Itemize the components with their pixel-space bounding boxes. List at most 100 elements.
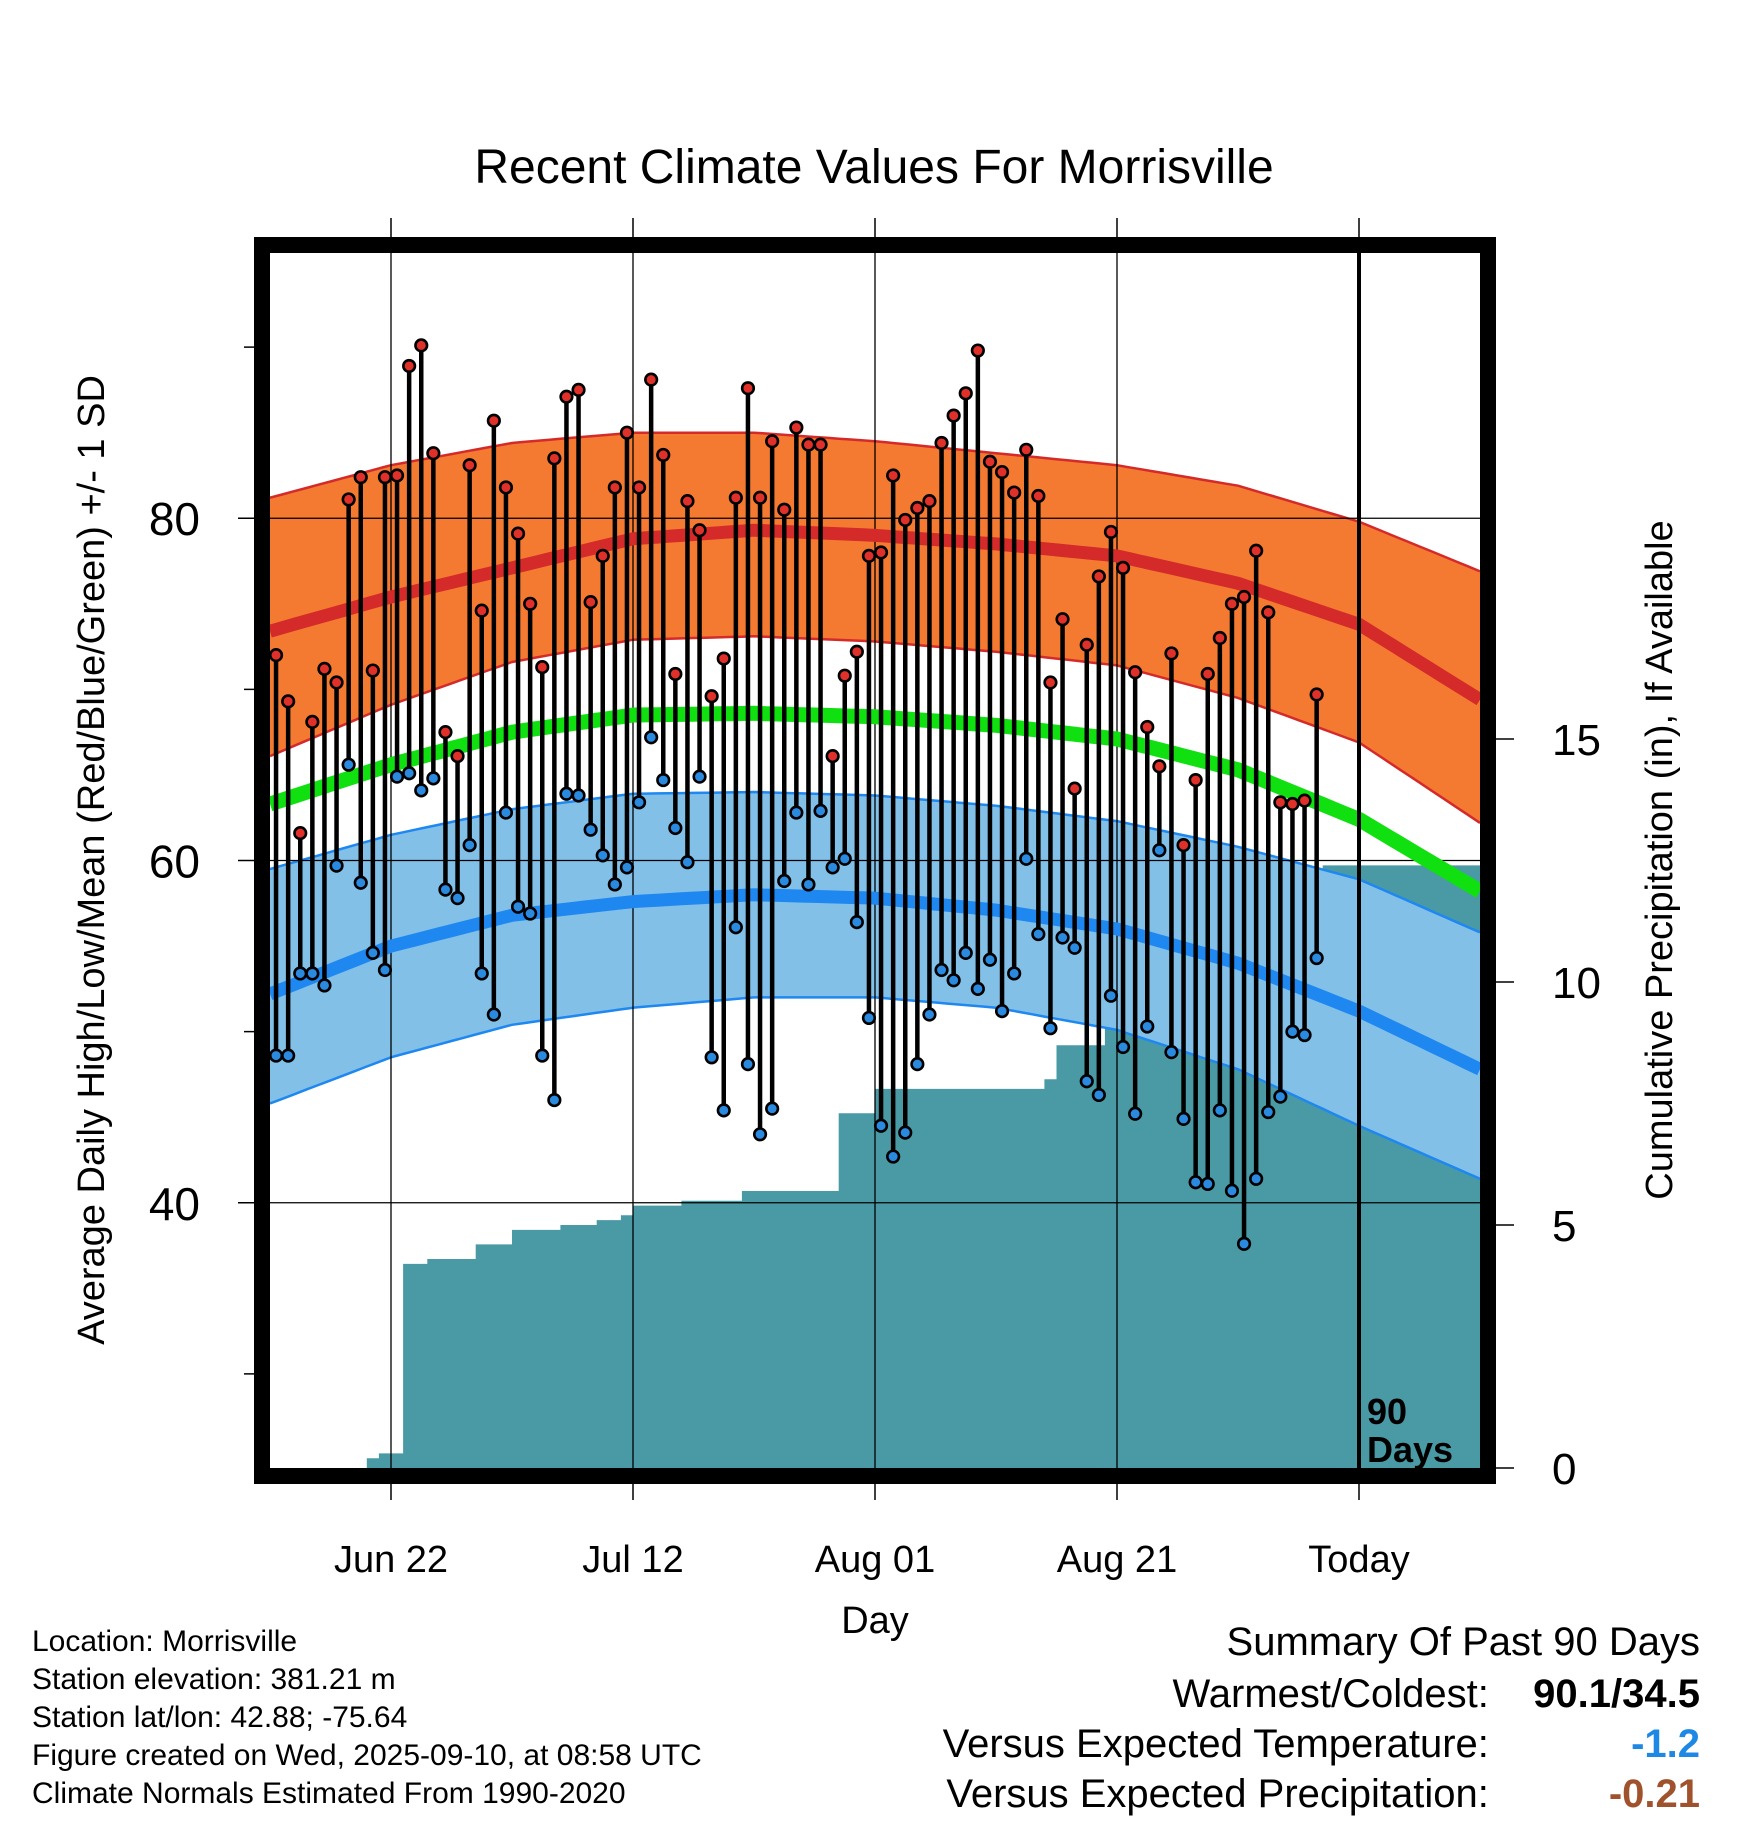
daily-low-point <box>474 966 489 981</box>
daily-high-point <box>873 545 889 560</box>
daily-low-point <box>559 786 574 801</box>
daily-low-point <box>1152 843 1167 858</box>
daily-high-point <box>765 434 780 449</box>
daily-low-point <box>656 772 671 788</box>
daily-low-point <box>801 877 816 892</box>
daily-high-point <box>1309 687 1324 702</box>
daily-high-point <box>414 338 429 353</box>
daily-high-point <box>1019 442 1034 457</box>
page-title: Recent Climate Values For Morrisville <box>474 141 1274 194</box>
daily-low-point <box>849 915 864 930</box>
daily-low-point <box>462 837 477 853</box>
daily-low-point <box>861 1010 877 1026</box>
plot-area <box>270 253 1480 1468</box>
plot-frame <box>254 237 1496 1484</box>
daily-high-point <box>402 358 417 374</box>
daily-low-point <box>353 875 368 890</box>
daily-high-point <box>1043 675 1058 690</box>
station-elevation: Station elevation: 381.21 m <box>32 1663 396 1696</box>
daily-low-point <box>1103 988 1119 1003</box>
daily-high-point <box>631 480 647 495</box>
summary-warmest-value: 90.1/34.5 <box>1533 1672 1700 1716</box>
summary-precip-label: Versus Expected Precipitation: <box>946 1772 1489 1816</box>
daily-range-stems <box>273 345 1319 1244</box>
daily-high-point <box>825 749 840 764</box>
daily-high-point <box>595 548 610 563</box>
daily-high-point <box>293 826 308 841</box>
today-days-word: Days <box>1367 1429 1453 1470</box>
daily-low-point <box>1031 926 1046 942</box>
daily-low-point <box>377 962 393 978</box>
y2-tick-label: 5 <box>1552 1202 1576 1251</box>
daily-low-point <box>450 891 465 906</box>
x-tick-label: Jun 22 <box>334 1539 448 1581</box>
plot-border <box>254 237 1496 1484</box>
daily-low-point <box>1309 950 1324 966</box>
y2-tick-label: 0 <box>1552 1445 1576 1494</box>
daily-high-point <box>801 437 816 452</box>
daily-high-point <box>281 694 296 709</box>
daily-low-point <box>668 820 683 836</box>
daily-high-point <box>1115 560 1131 575</box>
daily-low-point <box>607 877 622 892</box>
daily-high-point <box>474 603 489 618</box>
daily-high-point <box>426 446 441 461</box>
daily-low-point <box>402 766 417 781</box>
daily-low-point <box>644 730 659 745</box>
daily-high-point <box>1079 637 1094 652</box>
daily-low-point <box>486 1007 501 1022</box>
daily-high-point <box>1273 795 1288 810</box>
daily-high-point <box>740 381 756 396</box>
daily-low-point <box>994 1003 1010 1019</box>
daily-high-point <box>329 675 344 690</box>
daily-high-point <box>982 454 998 469</box>
daily-high-point <box>1067 781 1082 796</box>
daily-high-point <box>837 668 852 683</box>
daily-high-point <box>571 382 586 398</box>
daily-high-point <box>1031 488 1046 504</box>
daily-high-point <box>583 594 598 610</box>
daily-high-point <box>910 500 925 516</box>
daily-low-point <box>765 1101 780 1116</box>
daily-high-point <box>752 490 768 505</box>
daily-high-point <box>1152 759 1167 774</box>
daily-low-point <box>619 860 635 875</box>
daily-low-point <box>898 1125 913 1140</box>
daily-low-point <box>293 966 308 981</box>
daily-low-point <box>317 978 332 993</box>
x-tick-label: Aug 21 <box>1057 1539 1177 1581</box>
daily-low-point <box>365 945 380 961</box>
gridlines <box>270 253 1480 1468</box>
daily-high-point <box>1140 719 1155 735</box>
daily-low-point <box>438 882 453 897</box>
daily-high-point <box>777 502 792 517</box>
daily-high-point <box>1103 524 1119 540</box>
summary-temp-label: Versus Expected Temperature: <box>942 1722 1489 1766</box>
summary-temp-row: Versus Expected Temperature: -1.2 <box>943 1722 1700 1767</box>
daily-low-point <box>1285 1024 1300 1039</box>
climate-normals-period: Climate Normals Estimated From 1990-2020 <box>32 1777 626 1810</box>
daily-high-point <box>934 435 949 451</box>
daily-low-point <box>716 1103 731 1118</box>
daily-low-point <box>1261 1104 1276 1120</box>
daily-high-point <box>1176 837 1191 853</box>
daily-low-point <box>547 1092 562 1108</box>
daily-low-point <box>813 803 828 818</box>
daily-low-point <box>305 966 320 981</box>
daily-low-point <box>1019 851 1034 866</box>
daily-high-point <box>377 470 393 485</box>
daily-high-point <box>353 470 368 485</box>
daily-high-point <box>1091 569 1106 584</box>
daily-high-point <box>1224 596 1240 611</box>
daily-low-point <box>886 1149 901 1164</box>
y-tick-label: 60 <box>149 836 200 888</box>
daily-low-point <box>1115 1039 1131 1055</box>
y2-tick-label: 10 <box>1552 959 1601 1008</box>
daily-low-point <box>982 952 998 967</box>
summary-warmest-row: Warmest/Coldest: 90.1/34.5 <box>1173 1672 1701 1717</box>
daily-low-point <box>523 906 538 921</box>
daily-low-point <box>692 769 707 784</box>
summary-warmest-label: Warmest/Coldest: <box>1172 1672 1489 1716</box>
x-tick-label: Jul 12 <box>582 1539 683 1581</box>
